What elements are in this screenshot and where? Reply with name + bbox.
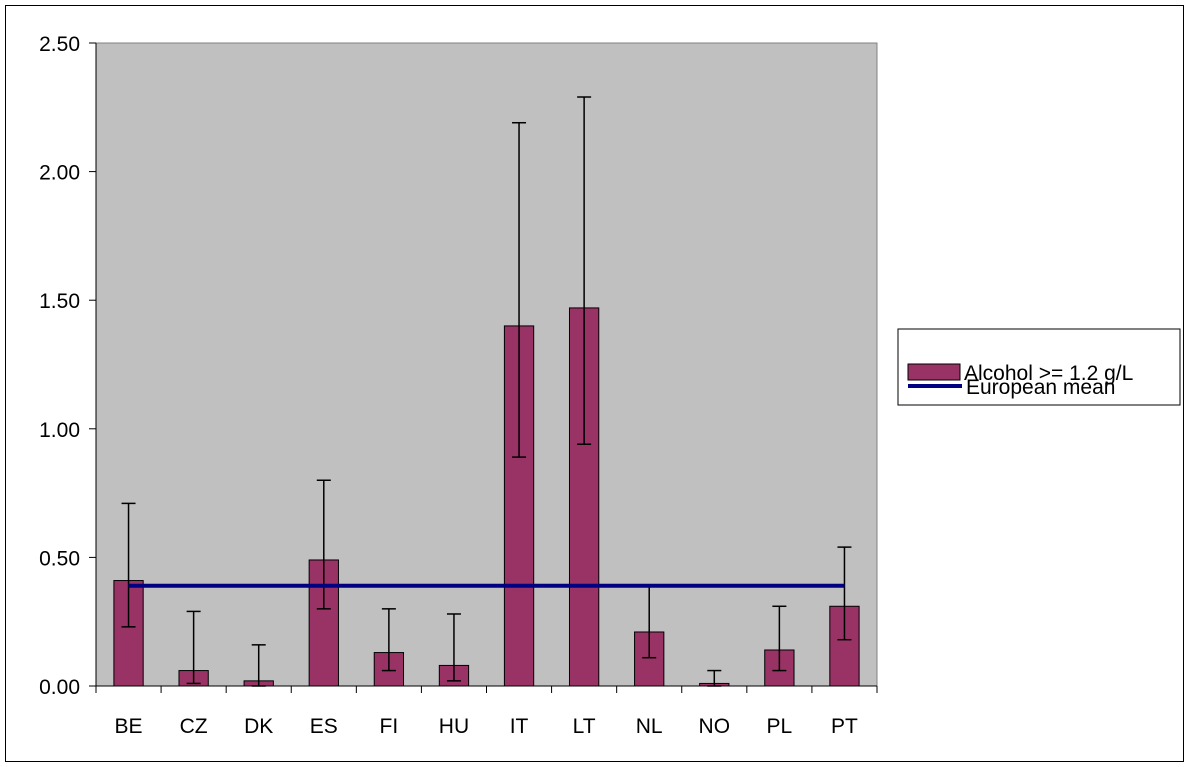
y-tick-label: 2.50 <box>39 33 80 56</box>
legend-swatch-bar <box>907 363 961 381</box>
x-tick-label-lt: LT <box>573 715 596 738</box>
y-tick-label: 1.50 <box>39 290 80 313</box>
x-tick-label-nl: NL <box>636 715 663 738</box>
legend-label-mean: European mean <box>966 376 1115 399</box>
legend: Alcohol >= 1.2 g/L European mean <box>897 328 1181 406</box>
y-tick-label: 0.00 <box>39 676 80 699</box>
x-tick-label-fi: FI <box>380 715 399 738</box>
x-tick-label-dk: DK <box>244 715 273 738</box>
error-bar-fi <box>381 608 396 672</box>
x-tick-label-be: BE <box>115 715 143 738</box>
x-tick-label-es: ES <box>310 715 338 738</box>
axes-layer: 0.00 0.50 1.00 1.50 2.00 2.50 BE CZ DK ES FI HU IT LT… <box>39 33 878 738</box>
y-tick-label: 1.00 <box>39 419 80 442</box>
y-tick-label: 2.00 <box>39 162 80 185</box>
error-bar-be <box>121 502 136 628</box>
x-tick-label-cz: CZ <box>180 715 208 738</box>
error-bar-cz <box>186 610 201 685</box>
x-tick-label-pl: PL <box>767 715 793 738</box>
y-tick-label: 0.50 <box>39 547 80 570</box>
x-tick-label-it: IT <box>510 715 529 738</box>
x-tick-label-pt: PT <box>831 715 858 738</box>
x-tick-label-hu: HU <box>439 715 469 738</box>
x-tick-label-no: NO <box>699 715 731 738</box>
error-bar-lt <box>577 96 592 445</box>
plot-area <box>95 42 878 687</box>
legend-label-bar: Alcohol >= 1.2 g/L <box>964 362 1133 385</box>
error-bar-pl <box>772 605 787 672</box>
error-bars-layer <box>121 96 852 687</box>
error-bar-pt <box>837 546 852 641</box>
error-bar-it <box>512 121 527 458</box>
error-bar-hu <box>446 613 461 682</box>
